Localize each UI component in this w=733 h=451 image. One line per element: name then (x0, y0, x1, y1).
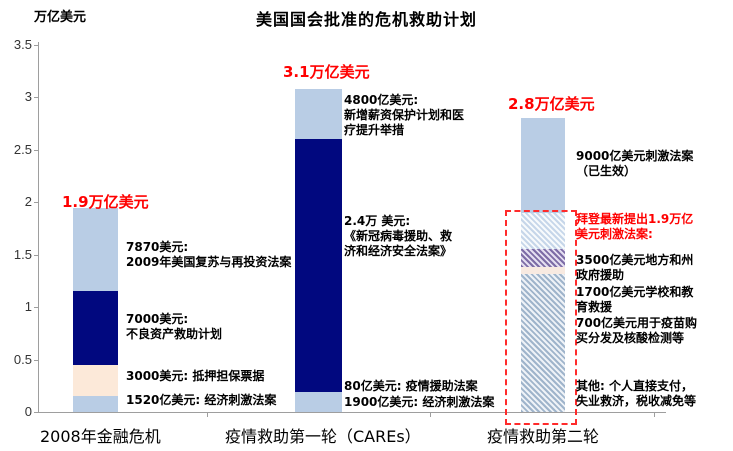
x-category-cares-round2: 疫情救助第二轮 (487, 427, 600, 446)
annotation-tarp: 7000美元: 不良资产救助计划 (126, 312, 223, 341)
bar3-segment (521, 212, 565, 250)
y-tick-label: 1 (24, 299, 32, 314)
y-tick-mark (34, 307, 38, 308)
total-label-cares2: 2.8万亿美元 (508, 95, 595, 113)
y-tick-label: 3.5 (13, 36, 32, 52)
bar3-segment (521, 274, 565, 412)
bar3-segment (521, 118, 565, 213)
y-tick-label: 2 (24, 194, 32, 209)
total-label-2008: 1.9万亿美元 (62, 193, 149, 211)
y-tick-mark (34, 149, 38, 151)
annotation-stimulus-cares: 1900亿美元: 经济刺激法案 (344, 395, 495, 409)
chart-title: 美国国会批准的危机救助计划 (255, 10, 477, 29)
bar2-segment (295, 139, 342, 392)
y-tick-mark (34, 412, 38, 413)
annotation-vaccine-testing: 700亿美元用于疫苗购 买分发及核酸检测等 (576, 316, 698, 345)
y-tick-label: 0 (24, 404, 32, 419)
bar1-segment (73, 396, 118, 412)
y-tick-label: 2.5 (13, 141, 32, 157)
x-category-cares-round1: 疫情救助第一轮（CAREs） (225, 427, 421, 446)
y-tick-mark (34, 359, 38, 361)
annotation-school-aid: 1700亿美元学校和教 育救援 (576, 285, 694, 314)
y-tick-mark (34, 202, 38, 203)
annotation-pandemic-aid: 80亿美元: 疫情援助法案 (344, 379, 478, 393)
bar3-segment (521, 249, 565, 268)
annotation-900b-stimulus: 9000亿美元刺激法案 （已生效） (576, 149, 694, 178)
x-axis-tick (430, 413, 431, 417)
annotation-stimulus-2008: 1520亿美元: 经济刺激法案 (126, 393, 277, 407)
annotation-biden-proposal: 拜登最新提出1.9万亿 美元刺激法案: (576, 212, 694, 241)
annotation-other-payments: 其他: 个人直接支付， 失业救济，税收减免等 (576, 379, 697, 408)
y-axis-unit-label: 万亿美元 (34, 10, 87, 25)
y-tick-label: 1.5 (13, 246, 32, 262)
bar3-segment (521, 267, 565, 275)
bar1-segment (73, 208, 118, 292)
y-tick-mark (34, 44, 38, 46)
y-tick-mark (34, 97, 38, 98)
x-axis-tick (654, 413, 655, 417)
bar1-segment (73, 291, 118, 365)
bar1-segment (73, 364, 118, 397)
y-axis-line (38, 42, 39, 413)
y-tick-mark (34, 254, 38, 256)
biden-proposal-dashed-box (505, 210, 577, 425)
x-category-2008-crisis: 2008年金融危机 (40, 427, 161, 446)
y-tick-label: 0.5 (13, 351, 32, 367)
bar2-segment (295, 88, 342, 140)
annotation-state-local-aid: 3500亿美元地方和州 政府援助 (576, 253, 694, 282)
bar2-segment (295, 392, 342, 412)
y-tick-label: 3 (24, 89, 32, 104)
x-axis-line (38, 412, 666, 413)
annotation-mortgage-notes: 3000美元: 抵押担保票据 (126, 369, 265, 383)
annotation-cares-act: 2.4万 美元: 《新冠病毒援助、救 济和经济安全法案》 (344, 214, 453, 258)
annotation-payroll-protection: 4800亿美元: 新增薪资保护计划和医 疗提升举措 (344, 93, 465, 137)
annotation-recovery-act: 7870美元: 2009年美国复苏与再投资法案 (126, 240, 292, 269)
x-axis-tick (207, 413, 208, 417)
total-label-cares1: 3.1万亿美元 (283, 63, 370, 81)
bar2-segment (295, 391, 342, 393)
